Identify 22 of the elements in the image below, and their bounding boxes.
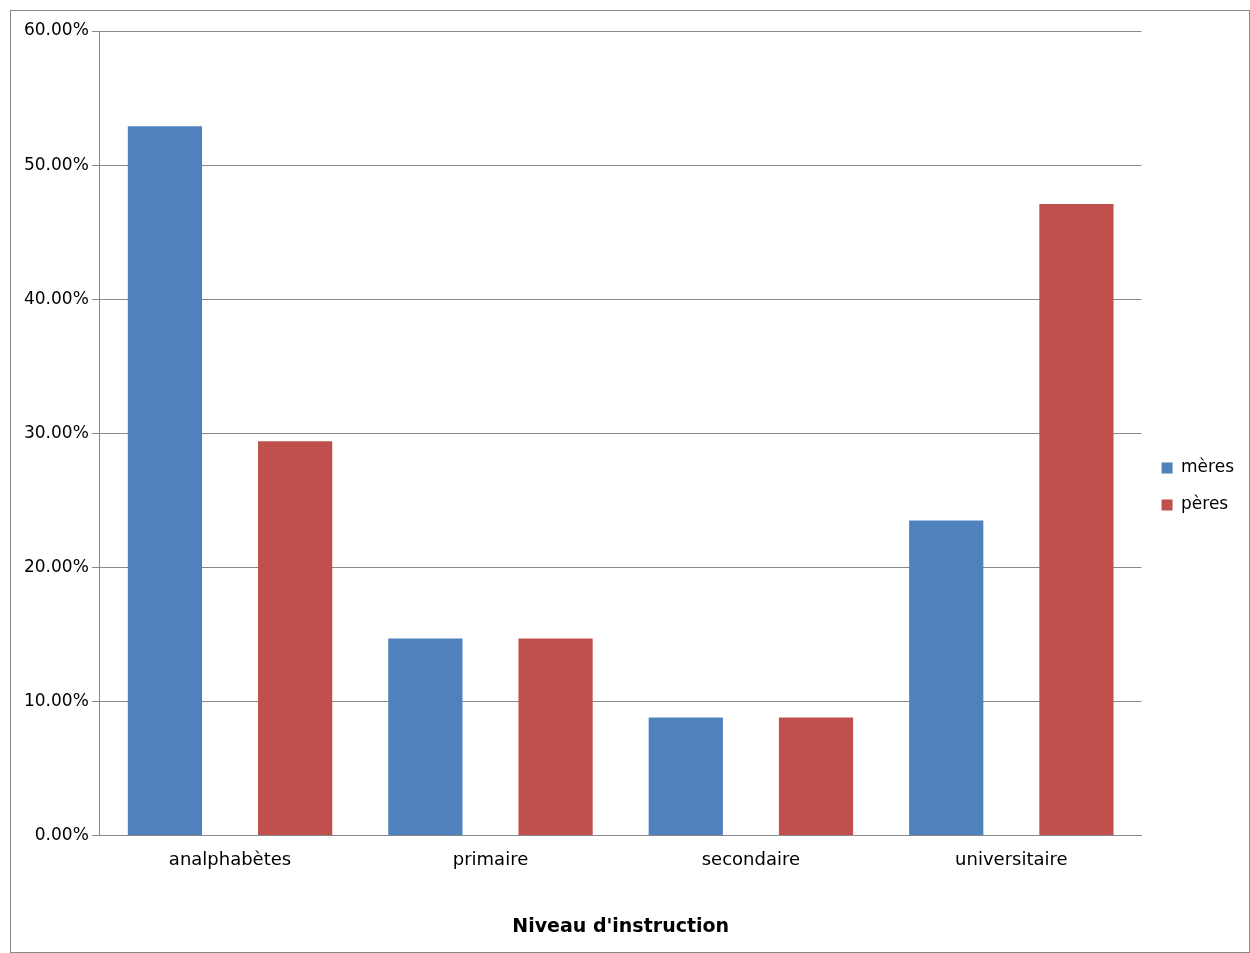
bar [778,717,854,836]
y-tick-label: 40.00% [23,287,89,308]
x-axis-title: Niveau d'instruction [512,913,730,936]
x-tick-label: secondaire [701,848,801,870]
bar [388,638,463,836]
y-tick-label: 30.00% [23,421,89,442]
x-tick-label: analphabètes [168,848,292,870]
legend-label: pères [1181,493,1229,514]
bar [258,441,333,836]
y-tick-label: 10.00% [23,689,89,710]
bar [909,520,984,836]
y-tick-label: 60.00% [23,19,89,40]
y-tick-label: 20.00% [23,555,89,576]
bar [648,717,723,836]
bar [518,638,593,836]
bar [1039,203,1114,836]
y-tick-label: 50.00% [23,153,89,174]
y-tick-label: 0.00% [34,824,89,845]
bar [127,126,203,836]
x-tick-label: primaire [452,848,529,870]
legend-label: mères [1181,456,1235,477]
x-tick-label: universitaire [955,848,1068,870]
